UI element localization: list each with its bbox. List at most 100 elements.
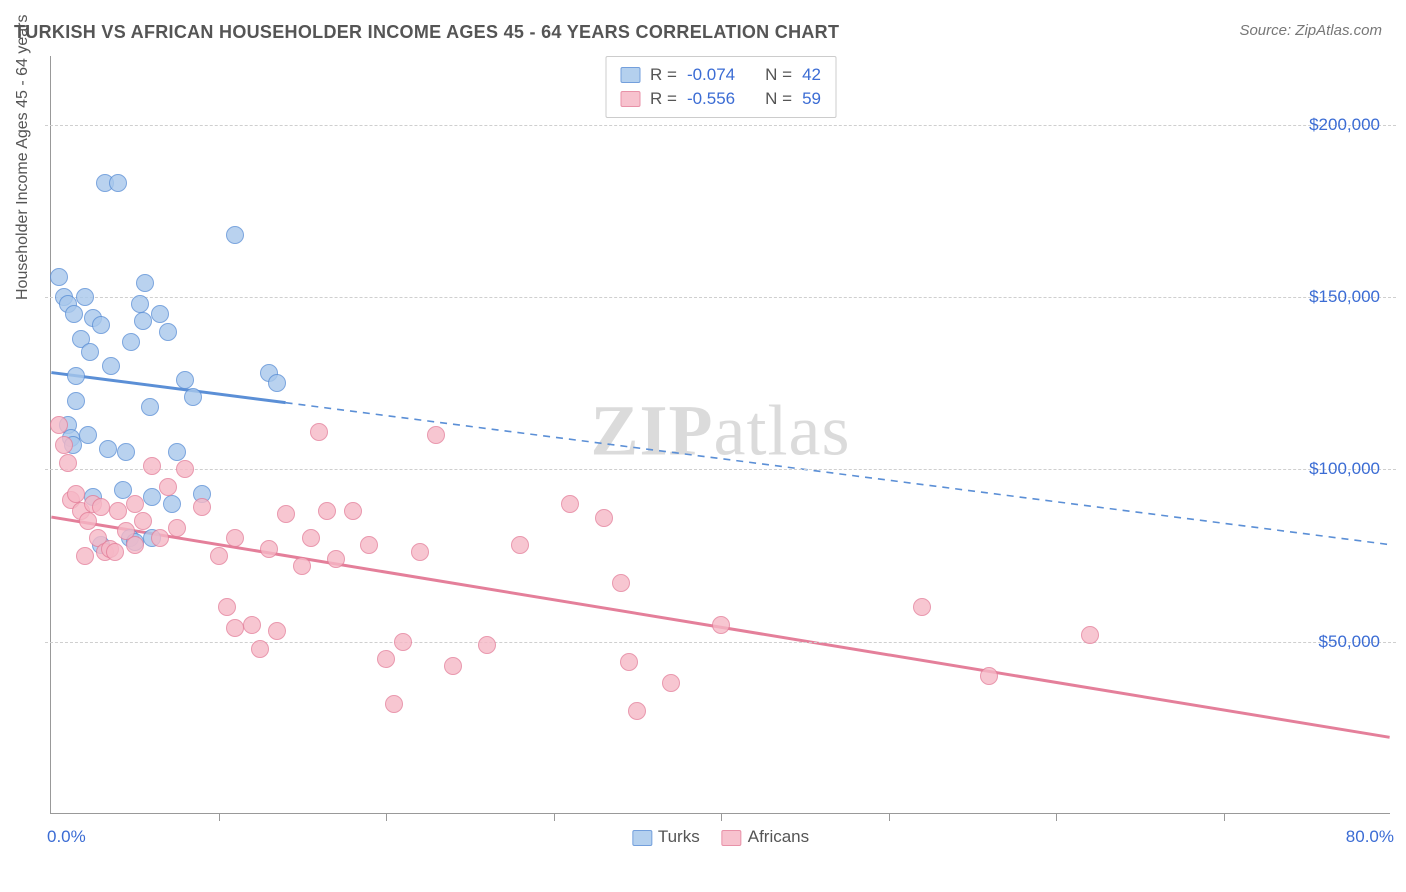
data-point: [394, 633, 412, 651]
chart-container: TURKISH VS AFRICAN HOUSEHOLDER INCOME AG…: [0, 0, 1406, 892]
data-point: [980, 667, 998, 685]
data-point: [620, 653, 638, 671]
data-point: [163, 495, 181, 513]
data-point: [92, 316, 110, 334]
data-point: [268, 622, 286, 640]
data-point: [176, 371, 194, 389]
data-point: [143, 488, 161, 506]
data-point: [134, 512, 152, 530]
x-axis-max-label: 80.0%: [1346, 827, 1394, 847]
data-point: [226, 226, 244, 244]
watermark: ZIPatlas: [591, 389, 851, 472]
data-point: [131, 295, 149, 313]
data-point: [628, 702, 646, 720]
x-tick-mark: [554, 813, 555, 821]
data-point: [277, 505, 295, 523]
data-point: [377, 650, 395, 668]
chart-title: TURKISH VS AFRICAN HOUSEHOLDER INCOME AG…: [14, 22, 839, 43]
gridline: [45, 125, 1396, 126]
legend-row-turks: R = -0.074 N = 42: [620, 63, 821, 87]
data-point: [159, 323, 177, 341]
data-point: [151, 305, 169, 323]
legend-item-africans: Africans: [722, 827, 809, 847]
data-point: [136, 274, 154, 292]
data-point: [50, 268, 68, 286]
data-point: [168, 519, 186, 537]
data-point: [151, 529, 169, 547]
data-point: [76, 547, 94, 565]
data-point: [327, 550, 345, 568]
data-point: [302, 529, 320, 547]
r-value-africans: -0.556: [687, 89, 735, 109]
data-point: [92, 498, 110, 516]
data-point: [143, 457, 161, 475]
data-point: [662, 674, 680, 692]
y-tick-label: $150,000: [1309, 287, 1380, 307]
data-point: [913, 598, 931, 616]
legend-item-turks: Turks: [632, 827, 700, 847]
x-tick-mark: [386, 813, 387, 821]
data-point: [67, 485, 85, 503]
trendlines-layer: [51, 56, 1390, 813]
data-point: [122, 333, 140, 351]
data-point: [79, 512, 97, 530]
r-label: R =: [650, 65, 677, 85]
data-point: [318, 502, 336, 520]
data-point: [176, 460, 194, 478]
r-value-turks: -0.074: [687, 65, 735, 85]
data-point: [427, 426, 445, 444]
data-point: [184, 388, 202, 406]
x-tick-mark: [1224, 813, 1225, 821]
data-point: [81, 343, 99, 361]
data-point: [76, 288, 94, 306]
watermark-bold: ZIP: [591, 390, 714, 470]
data-point: [293, 557, 311, 575]
data-point: [102, 357, 120, 375]
data-point: [268, 374, 286, 392]
n-value-turks: 42: [802, 65, 821, 85]
data-point: [65, 305, 83, 323]
gridline: [45, 642, 1396, 643]
data-point: [226, 529, 244, 547]
legend-swatch-icon: [632, 830, 652, 846]
n-label: N =: [765, 89, 792, 109]
data-point: [55, 436, 73, 454]
data-point: [134, 312, 152, 330]
data-point: [141, 398, 159, 416]
legend-swatch-icon: [722, 830, 742, 846]
y-tick-label: $50,000: [1319, 632, 1380, 652]
x-axis-min-label: 0.0%: [47, 827, 86, 847]
y-tick-label: $200,000: [1309, 115, 1380, 135]
data-point: [595, 509, 613, 527]
legend-swatch-turks: [620, 67, 640, 83]
data-point: [226, 619, 244, 637]
data-point: [117, 443, 135, 461]
data-point: [99, 440, 117, 458]
series-legend: Turks Africans: [632, 827, 809, 847]
data-point: [712, 616, 730, 634]
r-label: R =: [650, 89, 677, 109]
data-point: [126, 536, 144, 554]
data-point: [243, 616, 261, 634]
data-point: [612, 574, 630, 592]
data-point: [67, 367, 85, 385]
data-point: [168, 443, 186, 461]
data-point: [193, 498, 211, 516]
x-tick-mark: [1056, 813, 1057, 821]
data-point: [109, 174, 127, 192]
data-point: [109, 502, 127, 520]
gridline: [45, 469, 1396, 470]
y-tick-label: $100,000: [1309, 459, 1380, 479]
plot-area: ZIPatlas R = -0.074 N = 42 R = -0.556 N …: [50, 56, 1390, 814]
legend-label: Turks: [658, 827, 700, 846]
data-point: [126, 495, 144, 513]
legend-row-africans: R = -0.556 N = 59: [620, 87, 821, 111]
data-point: [511, 536, 529, 554]
n-label: N =: [765, 65, 792, 85]
data-point: [411, 543, 429, 561]
n-value-africans: 59: [802, 89, 821, 109]
data-point: [360, 536, 378, 554]
x-tick-mark: [721, 813, 722, 821]
legend-label: Africans: [748, 827, 809, 846]
x-tick-mark: [889, 813, 890, 821]
